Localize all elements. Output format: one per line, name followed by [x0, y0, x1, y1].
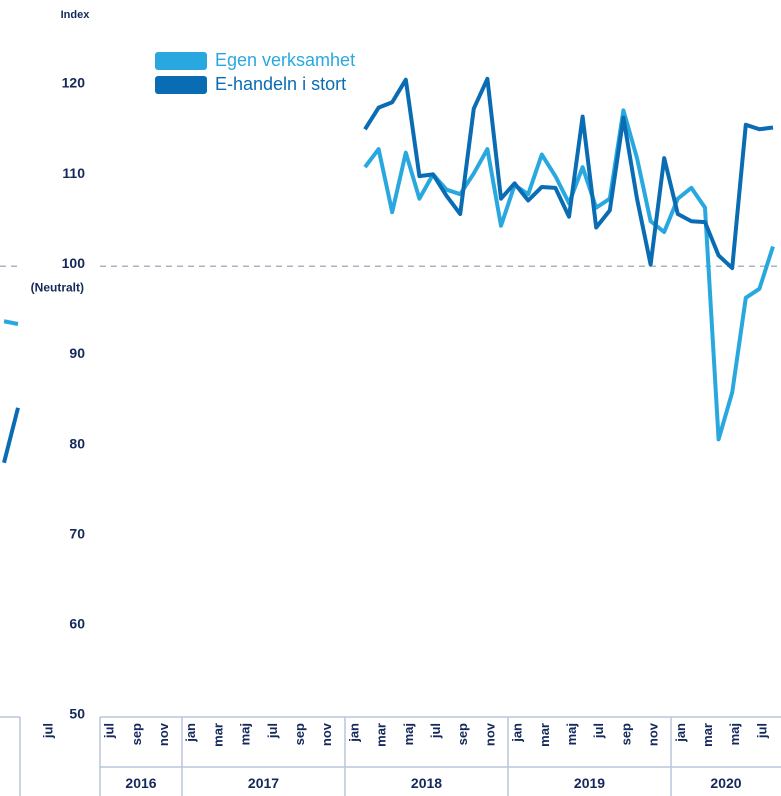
x-tick-label: sep	[618, 723, 633, 745]
series-line	[2, 407, 20, 464]
x-tick-label: nov	[319, 722, 334, 746]
legend-swatch	[155, 76, 207, 94]
legend-swatch	[155, 52, 207, 70]
x-tick-label: maj	[401, 723, 416, 745]
series-line	[363, 108, 775, 442]
x-tick-label: mar	[210, 723, 225, 747]
y-tick-label: 80	[69, 435, 85, 451]
x-tick-label: mar	[374, 723, 389, 747]
x-tick-label: jul	[40, 723, 55, 739]
x-tick-label: jan	[183, 723, 198, 743]
series-line	[3, 319, 19, 326]
x-tick-label: maj	[238, 723, 253, 745]
x-tick-label: sep	[292, 723, 307, 745]
year-label: 2017	[248, 775, 279, 791]
x-tick-label: jul	[428, 723, 443, 739]
x-tick-label: jan	[673, 723, 688, 743]
year-label: 2018	[411, 775, 442, 791]
y-tick-label: 120	[62, 75, 86, 91]
x-tick-label: sep	[129, 723, 144, 745]
x-tick-label: nov	[646, 722, 661, 746]
series-line	[363, 76, 774, 271]
y-tick-label: 90	[69, 345, 85, 361]
x-tick-label: jul	[591, 723, 606, 739]
x-tick-label: jan	[510, 723, 525, 743]
y-tick-label: 50	[69, 706, 85, 722]
legend-label: E-handeln i stort	[215, 74, 346, 94]
x-tick-label: jan	[346, 723, 361, 743]
y-tick-label: 70	[69, 525, 85, 541]
reference-label: (Neutralt)	[31, 280, 84, 294]
y-tick-label: 110	[62, 165, 85, 181]
y-tick-label: 100	[62, 255, 86, 271]
y-axis-label: Index	[61, 9, 91, 21]
x-tick-label: mar	[700, 723, 715, 747]
year-label: 2019	[574, 775, 605, 791]
x-tick-label: jul	[102, 723, 117, 739]
x-tick-label: jul	[265, 723, 280, 739]
x-tick-label: nov	[482, 722, 497, 746]
x-tick-label: sep	[455, 723, 470, 745]
y-tick-label: 60	[69, 616, 85, 632]
year-label: 2020	[710, 775, 741, 791]
x-tick-label: maj	[727, 723, 742, 745]
x-tick-label: maj	[564, 723, 579, 745]
year-label: 2016	[125, 775, 156, 791]
x-tick-label: jul	[754, 723, 769, 739]
x-tick-label: mar	[537, 723, 552, 747]
legend-label: Egen verksamhet	[215, 50, 355, 70]
x-tick-label: nov	[156, 722, 171, 746]
